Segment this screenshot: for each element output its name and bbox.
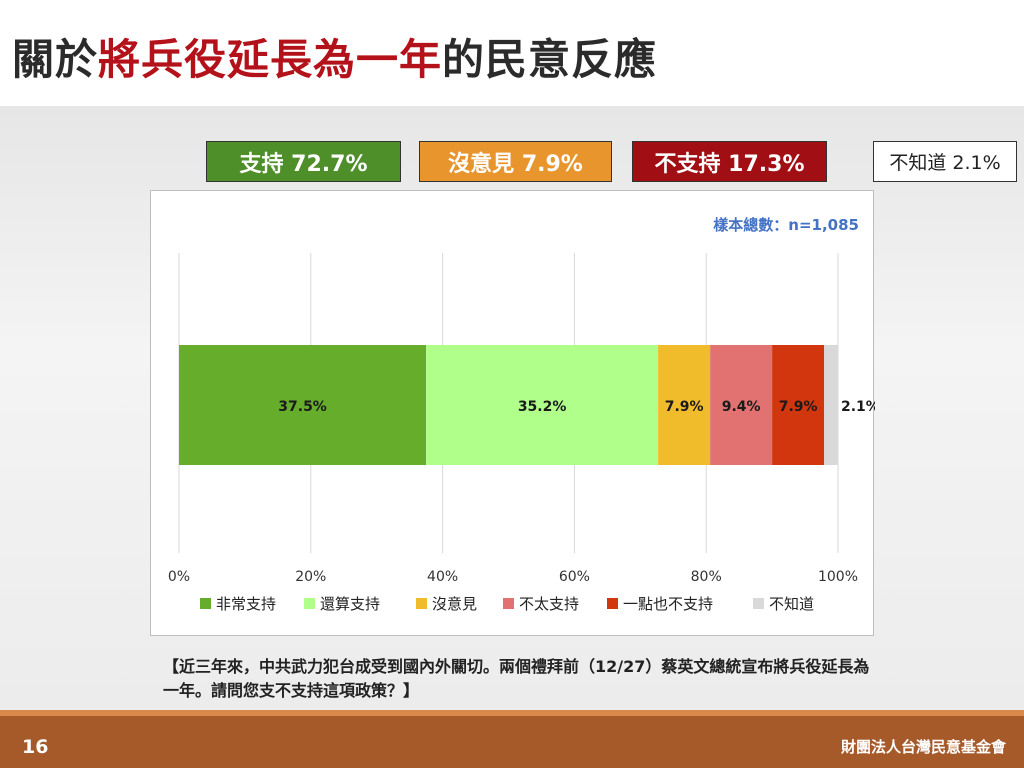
summary-support-box: 支持 72.7% <box>206 141 401 182</box>
data-label: 9.4% <box>722 399 761 415</box>
footer-bar: 16 財團法人台灣民意基金會 <box>0 710 1024 768</box>
legend-swatch <box>607 598 618 609</box>
legend-swatch <box>503 598 514 609</box>
title-prefix: 關於 <box>12 35 99 84</box>
bar-segment <box>824 345 838 465</box>
sample-size-note: 樣本總數：n=1,085 <box>713 216 859 234</box>
legend-swatch <box>304 598 315 609</box>
bar-segment <box>179 345 427 465</box>
stacked-bar-chart: 樣本總數：n=1,085 37.5%35.2%7.9%9.4%7.9%2.1% … <box>168 216 875 613</box>
data-label: 7.9% <box>665 399 704 415</box>
x-tick-label: 0% <box>168 569 190 585</box>
x-tick-label: 80% <box>691 569 722 585</box>
legend-label: 不太支持 <box>519 595 579 613</box>
legend-swatch <box>200 598 211 609</box>
summary-dont-know-box: 不知道 2.1% <box>873 141 1017 182</box>
legend-label: 沒意見 <box>432 595 477 613</box>
data-label: 7.9% <box>779 399 818 415</box>
x-tick-label: 20% <box>295 569 326 585</box>
x-tick-label: 100% <box>818 569 858 585</box>
legend-label: 一點也不支持 <box>623 595 713 613</box>
bar-segment <box>426 345 659 465</box>
summary-neutral-box: 沒意見 7.9% <box>419 141 612 182</box>
x-tick-label: 40% <box>427 569 458 585</box>
page-number: 16 <box>22 736 49 758</box>
data-label: 37.5% <box>278 399 327 415</box>
legend-label: 非常支持 <box>216 595 276 613</box>
data-label: 35.2% <box>518 399 567 415</box>
legend-swatch <box>753 598 764 609</box>
bar-segment <box>772 345 825 465</box>
title-highlight: 將兵役延長為一年 <box>98 35 443 84</box>
summary-oppose-box: 不支持 17.3% <box>632 141 827 182</box>
chart-panel: 樣本總數：n=1,085 37.5%35.2%7.9%9.4%7.9%2.1% … <box>150 190 875 636</box>
legend-label: 還算支持 <box>320 595 380 613</box>
legend-swatch <box>416 598 427 609</box>
x-tick-label: 60% <box>559 569 590 585</box>
page-title: 關於將兵役延長為一年的民意反應 <box>12 26 657 87</box>
bar-segment <box>710 345 773 465</box>
organization-name: 財團法人台灣民意基金會 <box>840 738 1006 756</box>
data-label: 2.1% <box>841 399 875 415</box>
bar-segment <box>658 345 711 465</box>
legend-label: 不知道 <box>769 595 814 613</box>
survey-question: 【近三年來，中共武力犯台成受到國內外關切。兩個禮拜前（12/27）蔡英文總統宣布… <box>163 657 870 700</box>
title-suffix: 的民意反應 <box>442 35 658 84</box>
